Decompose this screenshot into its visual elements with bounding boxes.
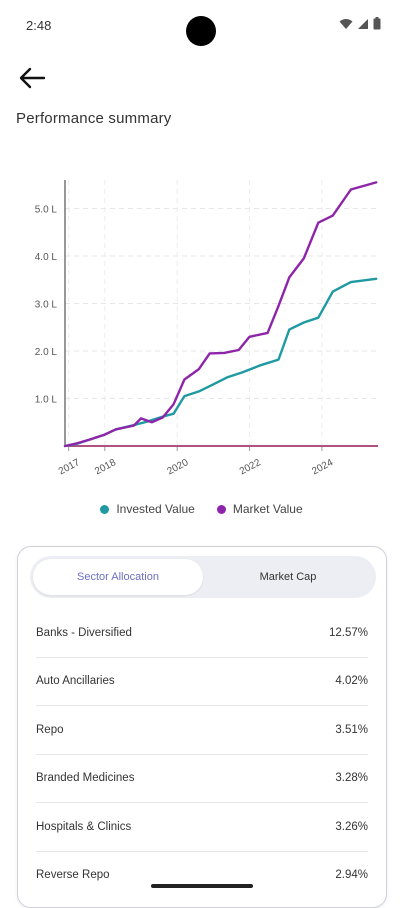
sector-percentage: 3.28% bbox=[335, 772, 368, 785]
allocation-card: Sector Allocation Market Cap Banks - Div… bbox=[17, 546, 387, 908]
home-indicator[interactable] bbox=[151, 884, 253, 888]
sector-percentage: 12.57% bbox=[328, 626, 368, 639]
sector-percentage: 4.02% bbox=[335, 675, 368, 688]
sector-name: Auto Ancillaries bbox=[36, 675, 115, 688]
y-tick-label: 1.0 L bbox=[35, 395, 58, 406]
tab-sector-allocation[interactable]: Sector Allocation bbox=[33, 559, 203, 595]
battery-icon bbox=[373, 17, 381, 30]
sector-row[interactable]: Branded Medicines 3.28% bbox=[36, 755, 368, 803]
sector-row[interactable]: Repo 3.51% bbox=[36, 706, 368, 755]
sector-percentage: 2.94% bbox=[335, 869, 368, 882]
sector-row[interactable]: Reverse Repo 2.94% bbox=[36, 852, 368, 900]
sector-name: Hospitals & Clinics bbox=[36, 820, 132, 833]
signal-icon bbox=[358, 18, 368, 29]
tab-market-cap[interactable]: Market Cap bbox=[259, 571, 317, 583]
performance-chart: 1.0 L 2.0 L 3.0 L 4.0 L 5.0 L 2017 2018 2020 202… bbox=[0, 170, 403, 490]
back-button[interactable] bbox=[14, 62, 50, 94]
sector-name: Reverse Repo bbox=[36, 869, 110, 882]
status-icons bbox=[339, 17, 381, 30]
legend-dot-invested bbox=[100, 504, 110, 514]
x-tick-label: 2017 bbox=[57, 457, 82, 477]
x-tick-label: 2020 bbox=[165, 457, 190, 477]
sector-name: Banks - Diversified bbox=[36, 626, 132, 639]
sector-row[interactable]: Banks - Diversified 12.57% bbox=[36, 609, 368, 658]
legend-item-invested: Invested Value bbox=[100, 502, 195, 516]
status-time: 2:48 bbox=[26, 18, 52, 33]
sector-percentage: 3.51% bbox=[335, 723, 368, 736]
page-title: Performance summary bbox=[16, 110, 172, 127]
y-tick-label: 4.0 L bbox=[35, 252, 58, 263]
x-tick-label: 2018 bbox=[93, 457, 118, 477]
x-tick-label: 2024 bbox=[310, 457, 335, 477]
arrow-left-icon bbox=[19, 67, 46, 89]
sector-row[interactable]: Hospitals & Clinics 3.26% bbox=[36, 803, 368, 852]
y-tick-label: 5.0 L bbox=[35, 205, 58, 216]
chart-legend: Invested Value Market Value bbox=[0, 502, 403, 516]
y-tick-label: 2.0 L bbox=[35, 347, 58, 358]
sector-row[interactable]: Auto Ancillaries 4.02% bbox=[36, 658, 368, 706]
sector-percentage: 3.26% bbox=[335, 820, 368, 833]
y-tick-label: 3.0 L bbox=[35, 300, 58, 311]
legend-item-market: Market Value bbox=[216, 502, 303, 516]
camera-cutout bbox=[186, 16, 216, 46]
legend-dot-market bbox=[216, 504, 226, 514]
performance-chart-svg: 1.0 L 2.0 L 3.0 L 4.0 L 5.0 L 2017 2018 2020 202… bbox=[35, 180, 378, 477]
status-bar: 2:48 bbox=[0, 0, 403, 48]
series-line-market-value bbox=[63, 181, 378, 448]
legend-label-market: Market Value bbox=[232, 502, 303, 516]
wifi-icon bbox=[339, 18, 353, 29]
sector-name: Repo bbox=[36, 723, 64, 736]
x-tick-label: 2022 bbox=[238, 457, 263, 477]
allocation-toggle: Sector Allocation Market Cap bbox=[30, 556, 376, 598]
sector-name: Branded Medicines bbox=[36, 772, 135, 785]
sector-list: Banks - Diversified 12.57% Auto Ancillarie… bbox=[36, 609, 368, 899]
legend-label-invested: Invested Value bbox=[116, 502, 195, 516]
